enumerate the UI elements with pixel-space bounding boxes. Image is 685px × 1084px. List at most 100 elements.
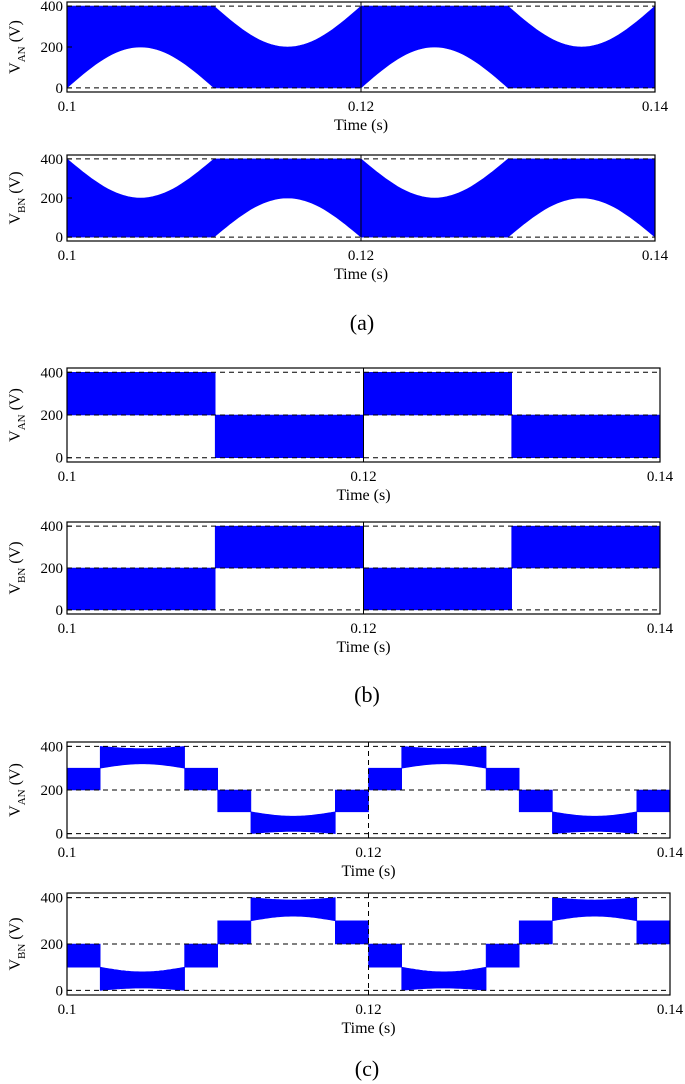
x-tick-label: 0.12 xyxy=(348,248,374,264)
y-axis-label-main: V xyxy=(7,430,24,442)
voltage-band-segment xyxy=(518,789,553,813)
voltage-band-segment xyxy=(507,5,656,89)
y-axis-label-unit: (V) xyxy=(7,763,24,789)
voltage-band-segment xyxy=(636,789,671,813)
voltage-band-segment xyxy=(334,789,369,813)
y-axis-label-subscript: AN xyxy=(16,414,28,430)
y-axis-label-subscript: BN xyxy=(16,198,28,213)
y-tick-label: 400 xyxy=(41,519,64,535)
voltage-band-segment xyxy=(368,943,403,968)
y-tick-label: 400 xyxy=(41,739,64,755)
y-axis-label: VAN (V) xyxy=(7,388,28,442)
y-tick-label: 0 xyxy=(56,451,64,467)
voltage-band-segment xyxy=(66,158,215,238)
chart-panel-3: 0 200 400 0.1 0.12 0.14 Time (s) VAN (V) xyxy=(7,365,674,504)
x-tick-label: 0.1 xyxy=(58,621,77,637)
voltage-band-segment xyxy=(66,767,101,791)
x-tick-label: 0.1 xyxy=(58,248,77,264)
x-axis-label: Time (s) xyxy=(336,487,390,504)
voltage-band-segment xyxy=(401,966,487,991)
y-tick-label: 400 xyxy=(41,891,64,907)
x-tick-label: 0.12 xyxy=(350,469,376,485)
voltage-band-segment xyxy=(363,371,513,416)
y-axis-label: VBN (V) xyxy=(7,171,28,224)
voltage-band-segment xyxy=(485,767,520,791)
voltage-band-segment xyxy=(214,525,364,569)
voltage-band-segment xyxy=(552,897,638,922)
y-tick-label: 400 xyxy=(41,0,64,15)
voltage-band-segment xyxy=(250,811,336,834)
y-axis-label-unit: (V) xyxy=(7,917,24,943)
y-axis-label-unit: (V) xyxy=(7,388,24,414)
x-tick-label: 0.12 xyxy=(348,99,374,115)
voltage-band-segment xyxy=(518,920,553,945)
y-axis-label-unit: (V) xyxy=(7,171,24,197)
voltage-band-segment xyxy=(214,414,364,459)
y-axis-label-main: V xyxy=(7,213,24,225)
x-axis-label: Time (s) xyxy=(334,117,388,134)
x-tick-label: 0.1 xyxy=(58,469,77,485)
chart-panel-6: 0 200 400 0.1 0.12 0.14 Time (s) VBN (V) xyxy=(7,891,684,1037)
voltage-band-segment xyxy=(217,789,252,813)
x-tick-label: 0.12 xyxy=(355,845,381,861)
y-axis-label: VBN (V) xyxy=(7,541,28,594)
y-axis-label-unit: (V) xyxy=(7,20,24,46)
y-axis-label-subscript: BN xyxy=(16,568,28,583)
voltage-band-segment xyxy=(552,811,638,834)
y-tick-label: 0 xyxy=(56,603,64,619)
voltage-band-segment xyxy=(99,746,185,769)
x-tick-label: 0.12 xyxy=(355,1002,381,1018)
y-axis-label-main: V xyxy=(7,959,24,971)
y-tick-label: 200 xyxy=(41,783,64,799)
y-tick-label: 400 xyxy=(41,365,64,381)
y-axis-label-main: V xyxy=(7,62,24,74)
x-tick-label: 0.12 xyxy=(350,621,376,637)
x-tick-label: 0.14 xyxy=(642,248,669,264)
x-tick-label: 0.14 xyxy=(642,99,669,115)
y-tick-label: 200 xyxy=(41,561,64,577)
x-tick-label: 0.14 xyxy=(657,1002,684,1018)
voltage-band-segment xyxy=(66,371,216,416)
chart-panel-2: 0 200 400 0.1 0.12 0.14 Time (s) VBN (V) xyxy=(7,152,669,283)
y-tick-label: 0 xyxy=(56,81,64,97)
voltage-band-segment xyxy=(66,567,216,611)
voltage-band-segment xyxy=(334,920,369,945)
voltage-band-segment xyxy=(485,943,520,968)
y-tick-label: 0 xyxy=(56,983,64,999)
voltage-band-segment xyxy=(213,158,362,238)
voltage-band-segment xyxy=(184,767,218,791)
y-axis-label: VBN (V) xyxy=(7,917,28,970)
y-axis-label-main: V xyxy=(7,805,24,817)
voltage-band-segment xyxy=(511,414,661,459)
voltage-band-segment xyxy=(368,767,403,791)
y-tick-label: 200 xyxy=(41,40,64,56)
voltage-band-segment xyxy=(250,897,336,922)
voltage-band-segment xyxy=(636,920,671,945)
y-tick-label: 200 xyxy=(41,191,64,207)
y-axis-label-subscript: AN xyxy=(16,46,28,62)
y-axis-label: VAN (V) xyxy=(7,763,28,817)
x-tick-label: 0.1 xyxy=(58,845,77,861)
x-tick-label: 0.1 xyxy=(58,99,77,115)
y-axis-label: VAN (V) xyxy=(7,20,28,74)
voltage-band-segment xyxy=(213,5,362,89)
voltage-band-segment xyxy=(184,943,218,968)
x-axis-label: Time (s) xyxy=(336,639,390,656)
voltage-band-segment xyxy=(360,158,509,238)
x-axis-label: Time (s) xyxy=(341,863,395,880)
x-tick-label: 0.14 xyxy=(647,621,674,637)
voltage-band-segment xyxy=(363,567,513,611)
y-axis-label-subscript: AN xyxy=(16,789,28,805)
voltage-band-segment xyxy=(401,746,487,769)
voltage-band-segment xyxy=(511,525,661,569)
caption-b: (b) xyxy=(354,682,380,707)
x-axis-label: Time (s) xyxy=(334,266,388,283)
caption-a: (a) xyxy=(350,310,374,335)
y-tick-label: 400 xyxy=(41,152,64,168)
y-axis-label-main: V xyxy=(7,583,24,595)
y-axis-label-unit: (V) xyxy=(7,541,24,567)
caption-c: (c) xyxy=(355,1056,379,1081)
voltage-band-segment xyxy=(360,5,509,89)
y-tick-label: 200 xyxy=(41,408,64,424)
